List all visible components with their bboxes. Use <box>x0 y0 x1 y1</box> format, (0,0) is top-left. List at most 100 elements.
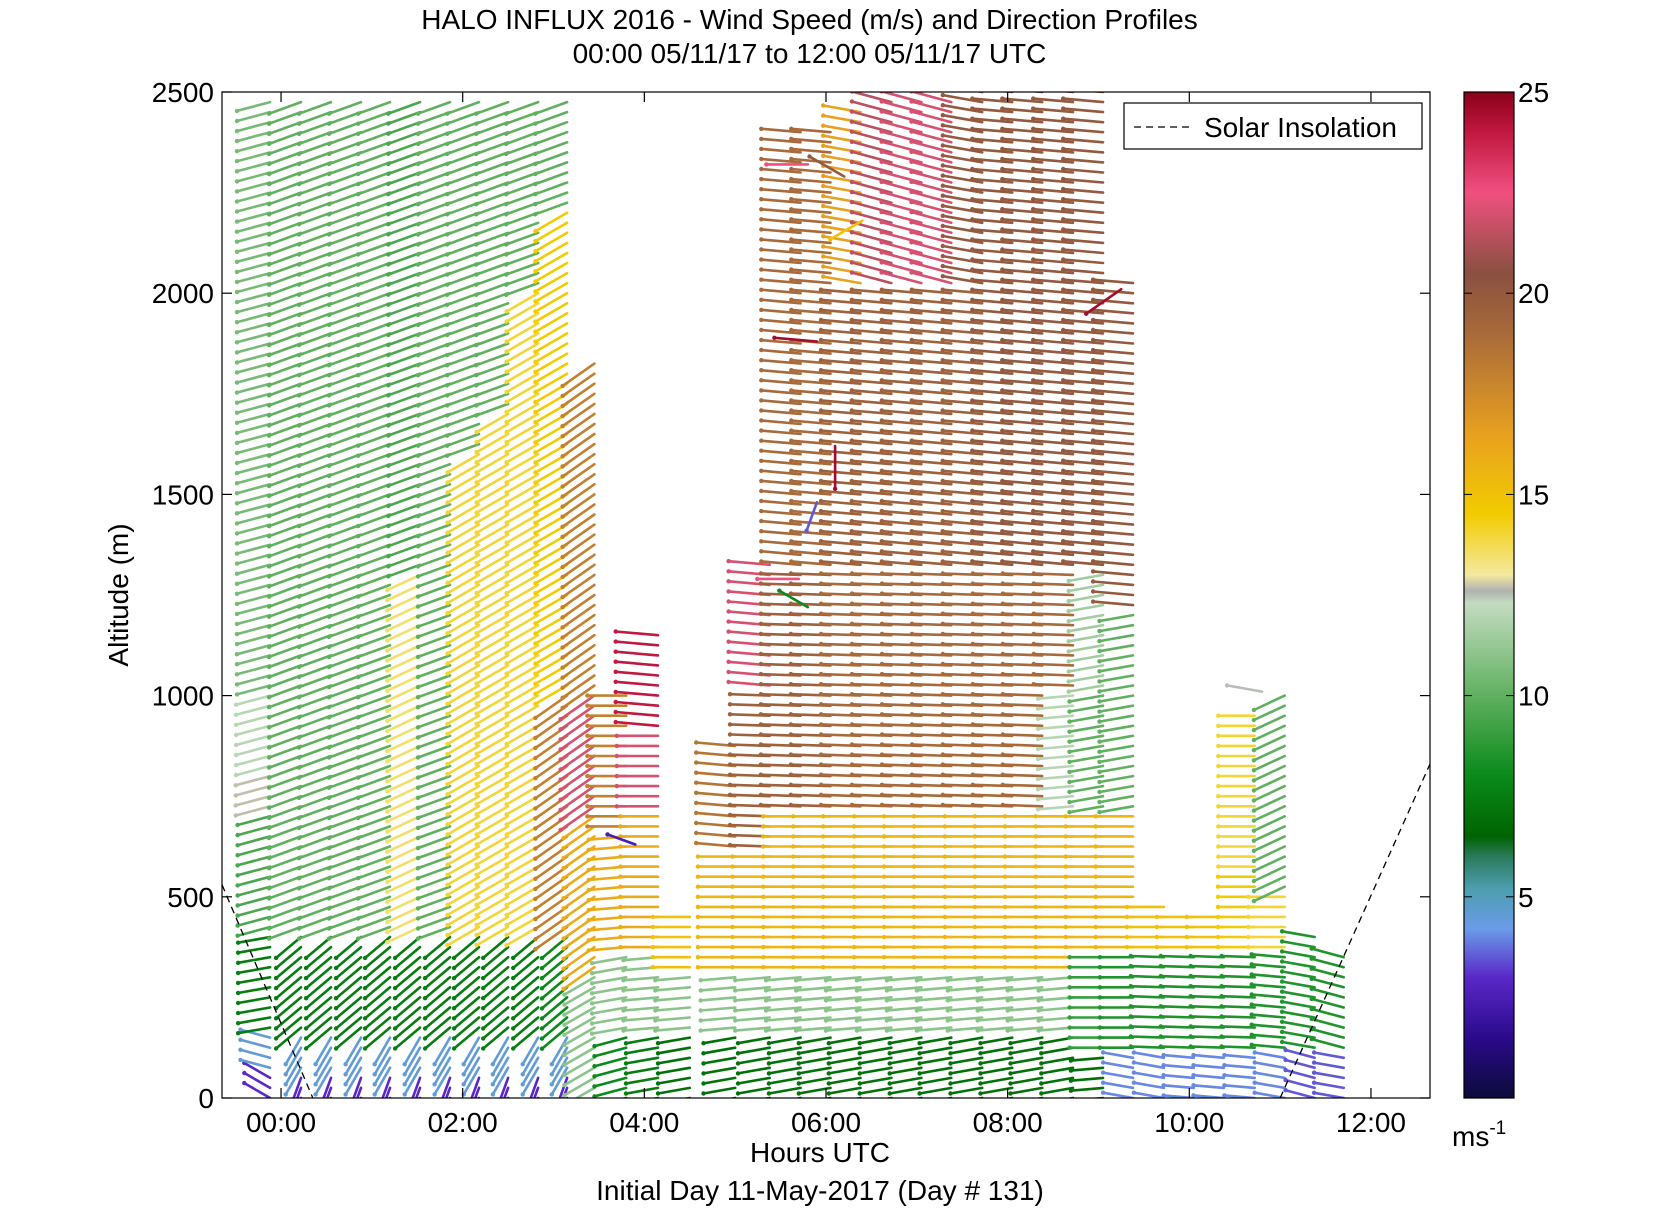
barb-tip-dot <box>759 518 764 524</box>
wind-barb <box>296 734 333 750</box>
wind-barb <box>266 332 303 348</box>
barb-shaft <box>590 1006 628 1015</box>
barb-tip-dot <box>533 701 538 707</box>
barb-shaft <box>403 1056 422 1086</box>
barb-tip-dot <box>432 1092 437 1097</box>
barb-tip-dot <box>698 978 703 983</box>
barb-shaft <box>235 493 272 505</box>
barb-tip-dot <box>763 988 769 993</box>
barb-shaft <box>297 684 333 699</box>
wind-barb <box>695 924 737 930</box>
wind-barb <box>441 1076 452 1098</box>
barb-tip-dot <box>504 882 509 887</box>
wind-barb <box>549 1036 569 1067</box>
barb-tip-dot <box>355 292 361 297</box>
barb-tip-dot <box>474 590 479 596</box>
barb-tip-dot <box>234 641 240 647</box>
barb-shaft <box>235 613 272 626</box>
barb-tip-dot <box>326 916 332 921</box>
wind-barb <box>385 674 422 693</box>
barb-shaft <box>327 774 363 790</box>
barb-tip-dot <box>821 924 826 930</box>
barb-tip-dot <box>266 684 272 690</box>
barb-tip-dot <box>474 429 479 435</box>
barb-shaft <box>267 402 303 417</box>
wind-barb <box>266 875 303 891</box>
barb-tip-dot <box>355 785 361 790</box>
wind-barb <box>266 885 303 901</box>
wind-barb <box>415 462 452 478</box>
barb-tip-dot <box>355 614 361 619</box>
barb-tip-dot <box>474 570 479 576</box>
wind-barb <box>326 563 363 579</box>
wind-barb <box>355 452 392 468</box>
barb-shaft <box>385 774 422 793</box>
barb-shaft <box>475 603 510 625</box>
wind-barb <box>234 503 272 516</box>
barb-shaft <box>236 985 272 995</box>
wind-barb <box>445 905 481 928</box>
wind-barb <box>234 342 272 355</box>
barb-shaft <box>327 422 363 437</box>
wind-barb <box>392 965 422 991</box>
barb-shaft <box>236 915 272 927</box>
barb-shaft <box>297 281 333 297</box>
wind-barb <box>695 934 737 940</box>
barb-tip-dot <box>233 732 239 738</box>
wind-barb <box>266 664 303 680</box>
barb-tip-dot <box>474 761 479 767</box>
barb-tip-dot <box>445 872 450 877</box>
barb-shaft <box>474 171 510 186</box>
barb-tip-dot <box>415 363 421 368</box>
wind-barb <box>445 744 481 767</box>
barb-tip-dot <box>266 161 272 167</box>
barb-tip-dot <box>303 1036 309 1041</box>
barb-shaft <box>381 1076 392 1098</box>
wind-barb <box>481 996 510 1021</box>
wind-barb <box>698 1026 737 1033</box>
barb-shaft <box>297 523 333 538</box>
barb-shaft <box>797 1056 832 1065</box>
barb-tip-dot <box>386 232 391 237</box>
wind-barb <box>355 794 392 810</box>
barb-tip-dot <box>385 628 390 633</box>
barb-tip-dot <box>319 1124 323 1128</box>
barb-tip-dot <box>789 438 794 443</box>
barb-tip-dot <box>444 121 450 126</box>
wind-barb <box>355 322 392 338</box>
barb-tip-dot <box>296 433 302 438</box>
wind-barb <box>326 251 363 267</box>
wind-barb <box>533 141 569 157</box>
barb-tip-dot <box>789 508 794 514</box>
barb-shaft <box>474 392 510 407</box>
barb-shaft <box>267 100 303 115</box>
wind-barb <box>503 130 540 147</box>
barb-shaft <box>446 794 481 816</box>
barb-tip-dot <box>761 894 766 899</box>
wind-barb <box>415 905 452 921</box>
barb-tip-dot <box>761 814 766 819</box>
barb-tip-dot <box>474 731 479 737</box>
barb-tip-dot <box>372 1062 377 1067</box>
barb-tip-dot <box>386 443 391 448</box>
wind-barb <box>326 281 363 297</box>
wind-barb <box>362 1026 392 1051</box>
wind-barb <box>326 583 363 599</box>
wind-barb <box>451 1016 481 1041</box>
barb-tip-dot <box>355 232 361 237</box>
barb-shaft <box>505 754 540 776</box>
barb-tip-dot <box>614 753 619 759</box>
barb-tip-dot <box>561 966 566 971</box>
wind-barb <box>296 503 333 519</box>
barb-tip-dot <box>296 674 302 680</box>
barb-tip-dot <box>343 1092 348 1097</box>
wind-barb <box>266 895 303 911</box>
wind-barb <box>266 915 303 931</box>
wind-barb <box>444 322 481 338</box>
barb-tip-dot <box>326 835 332 841</box>
barb-tip-dot <box>415 192 421 197</box>
barb-tip-dot <box>283 1092 288 1097</box>
barb-tip-dot <box>234 692 240 697</box>
wind-barb <box>266 613 303 629</box>
wind-barb <box>474 593 510 616</box>
